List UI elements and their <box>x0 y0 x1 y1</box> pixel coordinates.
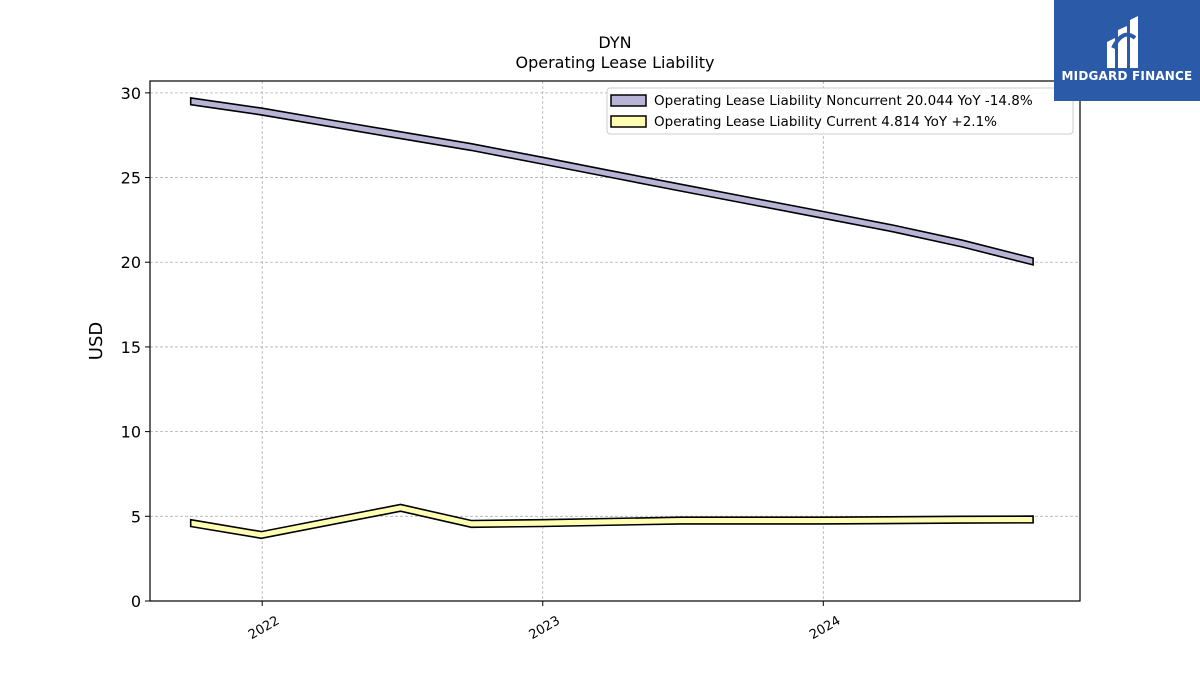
legend-swatch-0 <box>610 94 647 107</box>
series-0-area <box>189 96 1034 266</box>
y-axis: 0 5 10 15 20 25 30 <box>121 84 150 611</box>
legend-swatch-1 <box>610 115 647 128</box>
y-tick-label: 30 <box>121 84 141 103</box>
legend-box <box>606 87 1074 135</box>
series-layer <box>189 96 1034 540</box>
logo-text: MIDGARD FINANCE <box>1061 69 1193 83</box>
legend-label-0: Operating Lease Liability Noncurrent 20.… <box>654 93 1033 109</box>
y-tick-label: 0 <box>131 592 141 611</box>
brand-logo: MIDGARD FINANCE <box>1054 0 1200 101</box>
x-tick-label: 2023 <box>527 613 563 643</box>
legend: Operating Lease Liability Noncurrent 20.… <box>606 87 1074 135</box>
x-tick-label: 2024 <box>807 613 843 643</box>
chart-title: Operating Lease Liability <box>515 53 714 72</box>
y-tick-label: 10 <box>121 423 141 442</box>
x-tick-label: 2022 <box>246 613 282 643</box>
logo-mark-icon <box>1107 16 1138 68</box>
chart-ticker: DYN <box>598 33 631 52</box>
plot-frame <box>149 80 1081 602</box>
y-tick-label: 20 <box>121 253 141 272</box>
y-axis-label: USD <box>86 322 107 360</box>
x-axis: 2022 2023 2024 <box>246 601 843 643</box>
y-tick-label: 5 <box>131 507 141 526</box>
series-1-area <box>189 503 1034 540</box>
y-tick-label: 15 <box>121 338 141 357</box>
legend-label-1: Operating Lease Liability Current 4.814 … <box>654 114 997 130</box>
y-tick-label: 25 <box>121 169 141 188</box>
